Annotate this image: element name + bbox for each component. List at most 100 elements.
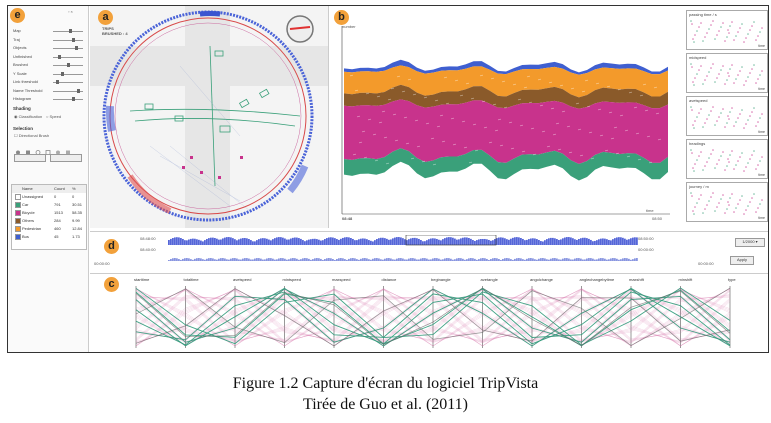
class-color-swatch [15,226,21,232]
slider-handle[interactable] [77,88,81,93]
slider-label: Y Scale [13,70,27,76]
slider-track[interactable] [53,99,83,100]
slider-handle[interactable] [66,63,70,67]
brush-tools[interactable] [14,143,84,155]
slider-label: Map [13,28,21,33]
class-percent: 58.35 [72,210,83,215]
shading-option-classification[interactable]: ◉ Classification [14,114,43,119]
control-panel: e ▫ × Map Traj Objects Unfinished Brushed Y S… [8,6,89,352]
streamgraph-view[interactable]: b number 08:48 time 08:50 [330,6,682,228]
stream-layer[interactable] [344,65,668,98]
map-view[interactable]: a TRIPS BRUSHED : 4 [90,6,329,228]
timeline-view[interactable]: d 00:00:00 08:48:00 08:40:00 08:50:00 00… [90,231,768,272]
stream-x-end: 08:50 [652,216,663,221]
class-name: Bus [22,234,29,239]
slider-track[interactable] [53,39,83,41]
small-multiple-plot[interactable]: avetspeed time [686,96,768,136]
panel-badge-d: d [104,239,119,254]
class-color-swatch [15,218,21,224]
parallel-axis-label: anglechangebytime [579,277,615,282]
parallel-axis-label: totaltime [183,277,199,282]
small-multiple-plot[interactable]: headings time [686,139,768,179]
class-percent: 12.84 [72,226,83,231]
slider-row[interactable]: Map [13,28,85,35]
small-multiple-title: midspeed [689,55,707,60]
small-multiples-panel: passing time / s time midspeed time avetspee… [684,6,768,228]
class-count: 0 [54,194,57,199]
small-multiple-title: passing time / s [689,12,717,17]
slider-handle[interactable] [74,46,78,50]
parallel-axis-label: starttime [134,277,150,282]
parallel-coordinates-canvas[interactable] [90,274,768,353]
slider-row[interactable]: Link threshold [13,79,85,86]
stream-y-label: number [342,24,356,29]
parallel-axis-label: maxspeed [332,277,351,282]
slider-row[interactable]: Name Threshold [13,88,85,95]
slider-track[interactable] [53,82,83,83]
legend-row[interactable]: Pedestrian 460 12.84 [12,225,86,233]
slider-handle[interactable] [58,54,62,59]
slider-row[interactable]: Unfinished [13,54,85,61]
slider-handle[interactable] [69,29,73,33]
slider-track[interactable] [53,31,83,32]
slider-row[interactable]: Objects [13,45,85,52]
legend-row[interactable]: Car 791 30.51 [12,201,86,209]
slider-row[interactable]: Traj [13,37,85,44]
class-name: Pedestrian [22,226,42,231]
small-multiple-plot[interactable]: passing time / s time [686,10,768,50]
slider-row[interactable]: Histogram [13,96,85,103]
stream-x-start: 08:48 [342,216,353,221]
slider-track[interactable] [53,90,83,92]
slider-label: Traj [13,36,20,42]
panel-window-controls[interactable]: ▫ × [68,9,73,14]
slider-handle[interactable] [71,37,75,42]
class-count: 284 [54,218,61,223]
selection-directional-brush[interactable]: ☐ Directional Brush [14,133,50,138]
slider-handle[interactable] [55,80,59,84]
parallel-coordinates-view[interactable]: c starttime totaltime avetspeed mintspeed ma… [90,273,768,353]
class-percent: 9.99 [72,218,80,223]
brush-clear-button[interactable] [14,154,46,162]
legend-row[interactable]: Bicycle 1513 58.35 [12,209,86,217]
slider-row[interactable]: Brushed [13,62,85,69]
parallel-axis-label: type [728,277,736,282]
legend-row[interactable]: Bus 45 1.73 [12,233,86,241]
slider-track[interactable] [53,56,83,58]
selection-title: Selection [13,126,34,131]
small-multiple-axis: time [758,173,765,177]
brush-apply-button[interactable] [50,154,82,162]
stream-layer[interactable] [344,148,668,181]
slider-handle[interactable] [71,97,75,101]
map-trips-label: TRIPS [102,26,114,31]
stream-layer[interactable] [344,99,668,164]
small-multiple-plot[interactable]: journey / m time [686,182,768,222]
class-color-swatch [15,202,21,208]
legend-row[interactable]: Unassigned 0 0 [12,193,86,201]
slider-track[interactable] [53,73,83,75]
parallel-axis-label: angolchange [530,277,553,282]
figure-caption-line1: Figure 1.2 Capture d'écran du logiciel T… [232,375,539,392]
slider-label: Brushed [13,62,28,67]
timeline-histogram[interactable] [168,235,638,267]
legend-row[interactable]: Others 284 9.99 [12,217,86,225]
slider-row[interactable]: Y Scale [13,71,85,78]
shading-option-speed[interactable]: ○ Speed [46,114,62,119]
slider-label: Histogram [13,96,32,101]
map-brushed-label: BRUSHED : 4 [102,31,128,36]
legend-header: Name Count % [12,185,86,193]
small-multiple-plot[interactable]: midspeed time [686,53,768,93]
stream-layer[interactable] [344,84,668,109]
classification-legend-table: Name Count % Unassigned 0 0 Car 791 30.51 Bicy… [11,184,87,250]
stream-layer[interactable] [344,59,668,75]
apply-button[interactable]: Apply [730,256,754,265]
compass-icon[interactable] [287,16,313,42]
panel-badge-e: e [10,8,25,23]
interval-dropdown[interactable]: 1/2000 ▾ [735,238,765,247]
class-percent: 1.73 [72,234,80,239]
map-canvas[interactable] [90,6,328,228]
slider-handle[interactable] [61,71,65,76]
class-color-swatch [15,194,21,200]
streamgraph-canvas[interactable] [330,6,682,228]
slider-track[interactable] [53,48,83,49]
shading-title: Shading [13,106,31,111]
